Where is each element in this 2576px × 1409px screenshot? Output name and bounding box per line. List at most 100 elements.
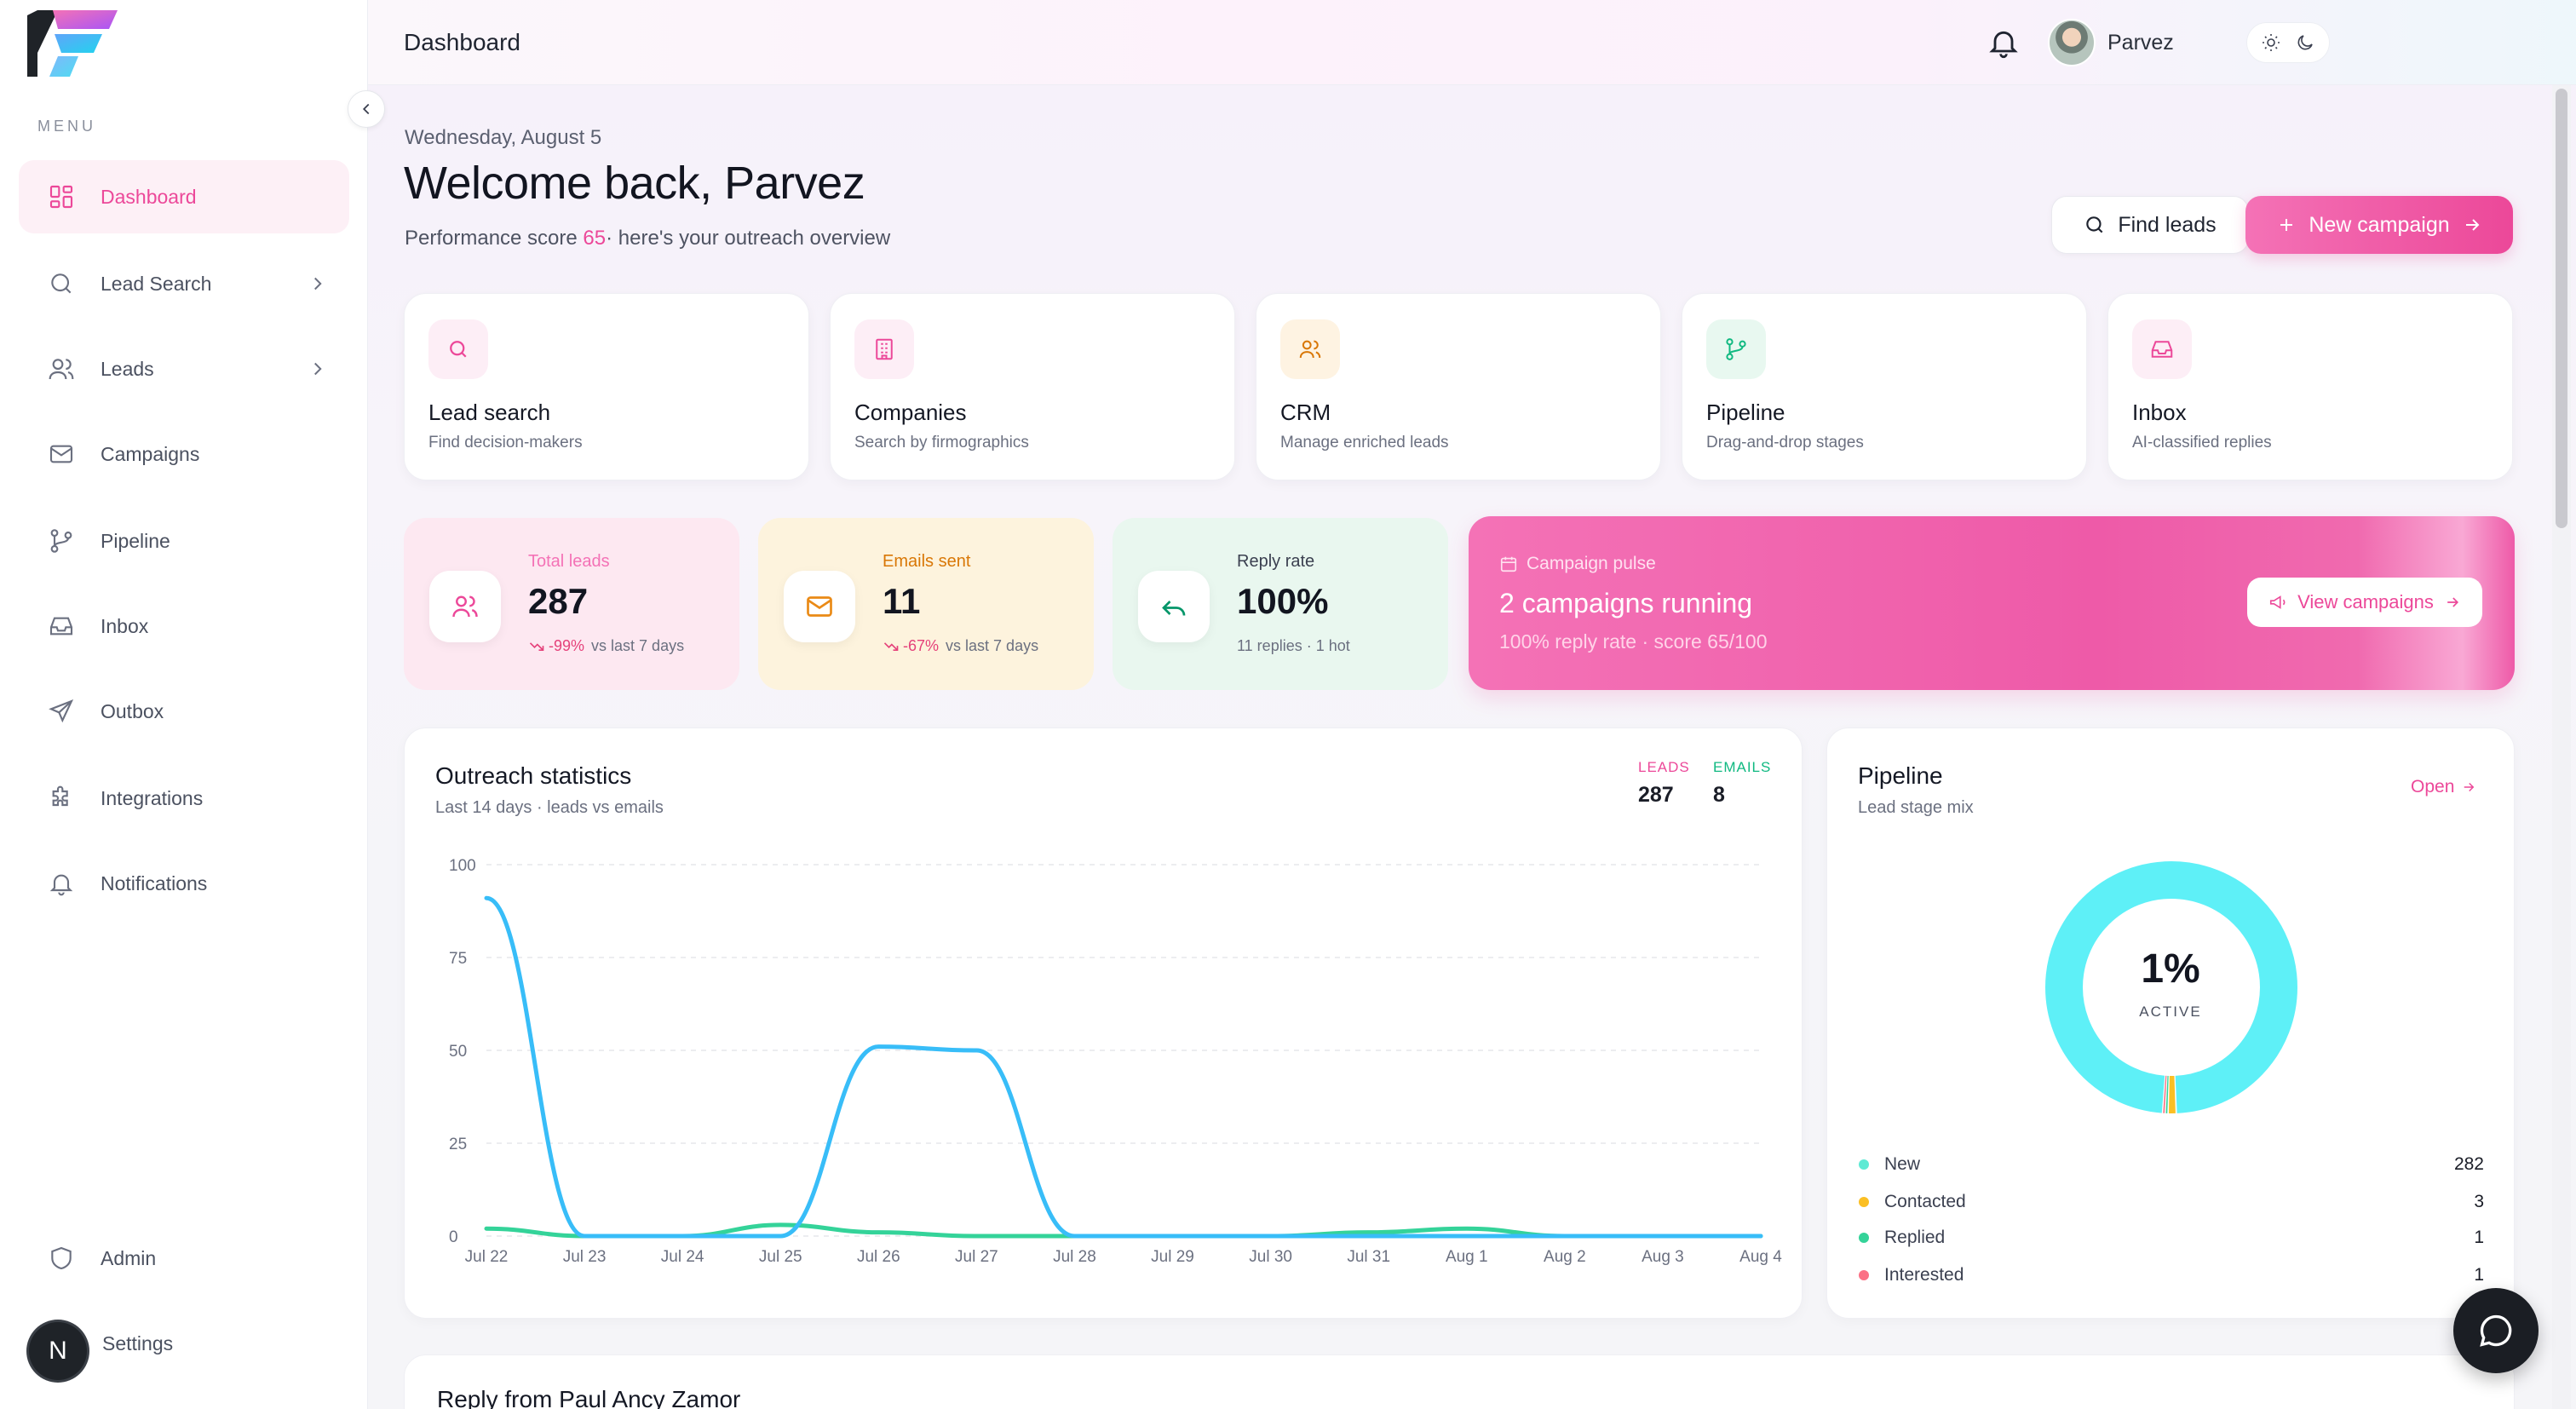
sidebar: MENU Dashboard Lead Search Leads Campaig…	[0, 0, 368, 1409]
performance-line: Performance score 65· here's your outrea…	[405, 227, 891, 250]
date-line: Wednesday, August 5	[405, 126, 602, 149]
pipeline-donut-chart	[2045, 861, 2297, 1113]
inbox-icon	[2132, 319, 2192, 379]
feature-card-crm[interactable]: CRM Manage enriched leads	[1256, 293, 1661, 480]
users-icon	[1280, 319, 1340, 379]
feature-card-lead-search[interactable]: Lead search Find decision-makers	[404, 293, 809, 480]
view-campaigns-button[interactable]: View campaigns	[2247, 578, 2482, 627]
stat-card-total-leads: Total leads 287 -99% vs last 7 days	[404, 518, 739, 690]
total-leads-value: 287	[528, 581, 589, 621]
users-icon	[46, 354, 77, 384]
legend-item: Interested 1	[1859, 1262, 2484, 1288]
search-icon	[2086, 216, 2103, 233]
scrollbar[interactable]	[2556, 89, 2567, 528]
outreach-line-chart: 0 25 50 75 100 Jul 22 Jul 23 Jul 24 Jul 25 Jul 26…	[449, 857, 1782, 1266]
sidebar-item-label: Notifications	[101, 871, 208, 894]
page-title: Dashboard	[404, 29, 520, 55]
sidebar-item-admin[interactable]: Admin	[19, 1222, 349, 1295]
send-icon	[46, 696, 77, 727]
git-branch-icon	[46, 526, 77, 556]
sidebar-item-notifications[interactable]: Notifications	[19, 847, 349, 920]
feature-card-pipeline[interactable]: Pipeline Drag-and-drop stages	[1682, 293, 2087, 480]
sidebar-item-settings[interactable]: Settings	[19, 1307, 349, 1380]
y-tick-label: 75	[449, 950, 467, 968]
legend-emails: EMAILS	[1713, 759, 1772, 775]
sidebar-item-label: Outbox	[101, 699, 164, 722]
stat-card-reply-rate: Reply rate 100% 11 replies · 1 hot	[1113, 518, 1448, 690]
sidebar-item-label: Leads	[101, 357, 154, 380]
plus-icon	[2280, 219, 2293, 231]
chat-icon	[2480, 1314, 2512, 1347]
sidebar-item-label: Admin	[101, 1246, 157, 1269]
emails-total: 8	[1713, 783, 1725, 807]
puzzle-icon	[46, 783, 77, 814]
pipeline-open-link[interactable]: Open	[2411, 777, 2476, 797]
search-icon	[46, 268, 77, 299]
feature-card-inbox[interactable]: Inbox AI-classified replies	[2107, 293, 2513, 480]
x-tick-label: Aug 4	[1739, 1248, 1782, 1266]
sidebar-item-lead-search[interactable]: Lead Search	[19, 247, 349, 320]
sidebar-item-pipeline[interactable]: Pipeline	[19, 504, 349, 578]
sidebar-item-campaigns[interactable]: Campaigns	[19, 417, 349, 491]
moon-icon[interactable]	[2295, 32, 2315, 53]
sidebar-item-integrations[interactable]: Integrations	[19, 762, 349, 835]
chevron-right-icon	[314, 277, 322, 290]
bell-icon	[46, 868, 77, 899]
arrow-right-icon	[2465, 219, 2480, 231]
x-tick-label: Aug 3	[1642, 1248, 1684, 1266]
donut-slice-new	[2045, 861, 2297, 1113]
arrow-right-icon	[2447, 597, 2458, 607]
sun-icon[interactable]	[2261, 32, 2281, 53]
legend-leads: LEADS	[1638, 759, 1690, 775]
sidebar-item-label: Campaigns	[101, 442, 200, 465]
sidebar-item-label: Settings	[102, 1331, 174, 1354]
welcome-heading: Welcome back, Parvez	[404, 158, 865, 209]
megaphone-icon	[2270, 595, 2286, 609]
outreach-statistics-panel: Outreach statistics Last 14 days · leads…	[404, 728, 1803, 1319]
user-name[interactable]: Parvez	[2107, 31, 2174, 55]
menu-label: MENU	[37, 118, 96, 135]
git-branch-icon	[1706, 319, 1766, 379]
stat-card-emails-sent: Emails sent 11 -67% vs last 7 days	[758, 518, 1094, 690]
donut-center-value: 1%	[2141, 946, 2200, 992]
feature-card-companies[interactable]: Companies Search by firmographics	[830, 293, 1235, 480]
x-tick-label: Jul 26	[857, 1248, 900, 1266]
series-line-leads	[484, 895, 1763, 1239]
users-icon	[429, 571, 501, 642]
donut-slice-contacted	[2045, 861, 2297, 1113]
arrow-right-icon	[2464, 782, 2475, 792]
sidebar-item-dashboard[interactable]: Dashboard	[19, 160, 349, 233]
user-avatar[interactable]	[2048, 19, 2096, 66]
donut-center-label: ACTIVE	[2139, 1004, 2202, 1020]
avatar[interactable]: N	[29, 1322, 87, 1380]
chat-button[interactable]	[2453, 1288, 2539, 1373]
building-icon	[854, 319, 914, 379]
sidebar-item-inbox[interactable]: Inbox	[19, 589, 349, 663]
trend-down-icon	[529, 641, 544, 651]
find-leads-button[interactable]: Find leads	[2051, 196, 2249, 254]
sidebar-item-leads[interactable]: Leads	[19, 332, 349, 405]
sidebar-item-outbox[interactable]: Outbox	[19, 675, 349, 748]
chevron-right-icon	[314, 362, 322, 376]
mail-icon	[784, 571, 855, 642]
legend-item: Contacted 3	[1859, 1189, 2484, 1215]
brand-logo[interactable]	[24, 7, 119, 78]
new-campaign-button[interactable]: New campaign	[2245, 196, 2513, 254]
sidebar-item-label: Pipeline	[101, 529, 170, 552]
bell-icon[interactable]	[1987, 26, 2021, 60]
theme-toggle[interactable]	[2246, 22, 2330, 63]
collapse-sidebar-button[interactable]	[348, 90, 385, 128]
x-tick-label: Jul 28	[1053, 1248, 1096, 1266]
leads-total: 287	[1638, 783, 1674, 807]
grid-icon	[46, 181, 77, 212]
campaign-pulse-card: Campaign pulse 2 campaigns running 100% …	[1469, 516, 2515, 690]
x-tick-label: Aug 2	[1544, 1248, 1586, 1266]
chevron-left-icon	[362, 103, 370, 115]
pipeline-panel: Pipeline Lead stage mix	[1826, 728, 2515, 1319]
sidebar-item-label: Dashboard	[101, 185, 197, 208]
mail-icon	[46, 439, 77, 469]
reply-rate-value: 100%	[1237, 581, 1329, 621]
calendar-icon	[1500, 556, 1517, 572]
reply-panel[interactable]: Reply from Paul Ancy Zamor	[404, 1354, 2515, 1409]
trend-down-icon	[883, 641, 899, 651]
